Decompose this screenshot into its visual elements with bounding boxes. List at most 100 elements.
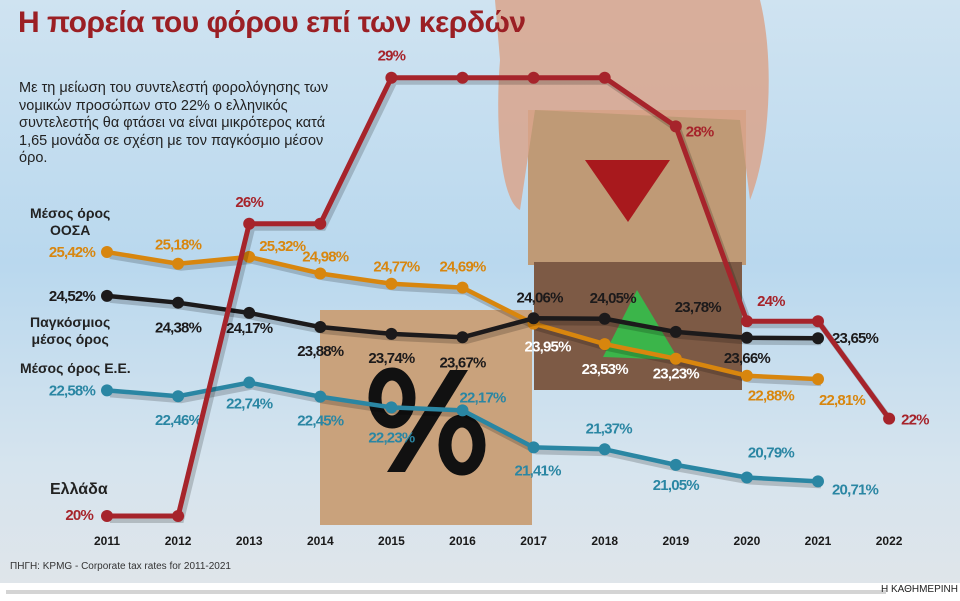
data-label: 22,74%	[226, 396, 273, 413]
data-point	[456, 71, 469, 84]
data-label: 22,23%	[368, 429, 415, 446]
data-point	[598, 312, 611, 325]
data-label: 22,58%	[49, 382, 96, 399]
hand	[495, 0, 769, 210]
data-point	[740, 369, 753, 382]
data-label: 23,66%	[724, 350, 771, 367]
x-tick-label: 2022	[876, 534, 903, 548]
data-point	[385, 327, 398, 340]
x-tick-label: 2013	[236, 534, 263, 548]
legend-greece: Ελλάδα	[50, 481, 108, 498]
series-0: 20% 26% 29% 28% 24% 22%	[65, 48, 930, 524]
data-label: 23,67%	[439, 354, 486, 371]
data-point	[243, 306, 256, 319]
x-tick-label: 2019	[662, 534, 689, 548]
data-point	[740, 315, 753, 328]
brand-logo: Η ΚΑΘΗΜΕΡΙΝΗ	[880, 584, 958, 595]
data-point	[812, 373, 824, 386]
data-point	[598, 71, 611, 84]
data-label: 23,23%	[653, 366, 700, 383]
data-point	[101, 510, 113, 522]
legend-oecd-line2: ΟΟΣΑ	[50, 222, 91, 238]
data-label: 21,41%	[515, 462, 562, 479]
legend-world-line1: Παγκόσμιος	[30, 314, 111, 330]
series-line	[107, 75, 892, 519]
data-point	[740, 471, 753, 484]
data-point	[172, 257, 185, 270]
data-label: 24,77%	[373, 259, 420, 276]
data-point	[812, 332, 824, 345]
x-tick-label: 2020	[734, 534, 761, 548]
data-label: 21,37%	[586, 420, 633, 437]
data-point	[243, 376, 256, 389]
data-point	[314, 267, 327, 280]
data-point	[740, 331, 753, 344]
data-label: 23,53%	[582, 361, 629, 378]
data-label: 22%	[901, 412, 929, 429]
subtitle: Με τη μείωση του συντελεστή φορολόγησης …	[19, 80, 329, 166]
data-point	[456, 281, 469, 294]
data-label: 21,05%	[653, 477, 700, 494]
data-label: 29%	[378, 48, 406, 65]
data-point	[598, 338, 611, 351]
data-point	[101, 246, 113, 259]
source-note: ΠΗΓΗ: KPMG - Corporate tax rates for 201…	[10, 561, 231, 572]
series-line-shadow	[110, 78, 895, 523]
data-point	[812, 475, 824, 488]
data-point	[385, 277, 398, 290]
data-label: 22,81%	[819, 392, 866, 409]
legend-world: Παγκόσμιος μέσος όρος	[30, 314, 110, 348]
data-label: 23,95%	[525, 339, 572, 356]
data-point	[669, 352, 682, 365]
data-label: 23,74%	[368, 350, 415, 367]
data-label: 24,06%	[517, 289, 564, 306]
data-point	[172, 296, 185, 309]
x-tick-label: 2015	[378, 534, 405, 548]
legend-eu: Μέσος όρος Ε.Ε.	[20, 360, 131, 376]
percent-sign-ring-top	[368, 367, 416, 429]
data-label: 25,18%	[155, 237, 202, 254]
x-tick-label: 2016	[449, 534, 476, 548]
legend-world-line2: μέσος όρος	[31, 331, 109, 347]
data-label: 22,88%	[748, 388, 795, 405]
data-point	[812, 315, 824, 328]
data-point	[314, 321, 327, 334]
data-label: 20,79%	[748, 445, 795, 462]
data-label: 24%	[757, 293, 785, 310]
data-label: 20,71%	[832, 481, 879, 498]
data-point	[669, 325, 682, 338]
x-tick-label: 2017	[520, 534, 547, 548]
data-point	[527, 441, 540, 454]
data-label: 22,45%	[297, 413, 344, 430]
x-tick-label: 2018	[591, 534, 618, 548]
data-label: 20%	[65, 507, 93, 524]
data-label: 24,17%	[226, 320, 273, 337]
footer-divider	[6, 590, 886, 594]
data-label: 24,38%	[155, 320, 202, 337]
data-point	[669, 458, 682, 471]
data-point	[883, 412, 896, 425]
data-point	[172, 390, 185, 403]
data-label: 23,65%	[832, 330, 879, 347]
data-label: 22,17%	[459, 389, 506, 406]
data-point	[314, 217, 327, 230]
legend-oecd-line1: Μέσος όρος	[30, 205, 111, 221]
data-point	[527, 71, 540, 84]
series-3: 22,58% 22,46% 22,74% 22,45% 22,23% 22,17% 21,4…	[49, 376, 879, 498]
data-point	[314, 390, 327, 403]
down-arrow-icon	[585, 160, 670, 222]
legend-oecd: Μέσος όρος ΟΟΣΑ	[30, 205, 110, 239]
data-label: 28%	[686, 123, 714, 140]
data-point	[456, 404, 469, 417]
data-point	[243, 217, 256, 230]
data-point	[385, 71, 398, 84]
x-tick-label: 2011	[94, 534, 120, 548]
data-label: 23,88%	[297, 343, 344, 360]
data-label: 26%	[235, 194, 263, 211]
percent-sign-ring-bottom	[438, 414, 486, 476]
data-point	[101, 289, 113, 302]
data-label: 25,32%	[259, 238, 306, 255]
x-tick-label: 2012	[165, 534, 192, 548]
